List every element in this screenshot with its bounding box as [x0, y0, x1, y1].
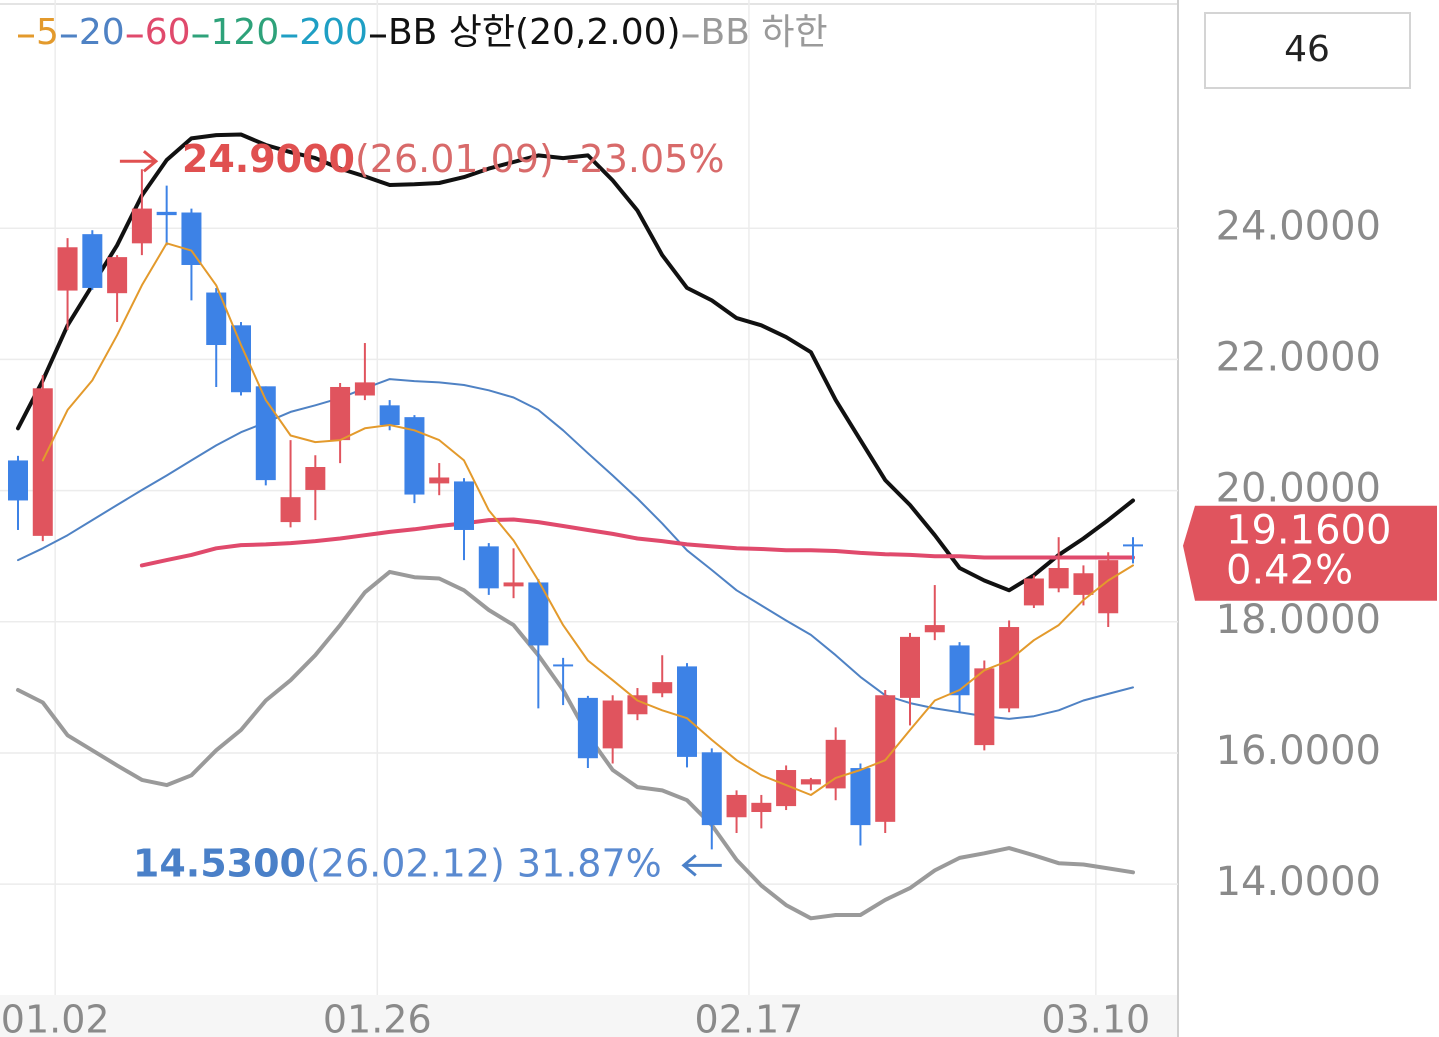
candle-body [1073, 573, 1094, 595]
y-tick-label: 18.0000 [1216, 597, 1381, 643]
candle-body [181, 212, 202, 265]
candle-body [206, 292, 227, 346]
candle-body [900, 636, 920, 698]
legend-label: 200 [299, 12, 368, 53]
candle-body [82, 234, 103, 288]
candle-body [404, 417, 425, 495]
line-series [139, 517, 1135, 568]
y-tick-label: 16.0000 [1216, 728, 1381, 774]
candle-body [776, 770, 797, 807]
candle-body [107, 257, 128, 294]
candle-body [974, 668, 995, 746]
candle-body [602, 700, 623, 749]
y-tick-label: 14.0000 [1216, 859, 1381, 905]
candle-body [751, 802, 772, 813]
candle-body [305, 467, 326, 490]
candle-body [553, 664, 574, 667]
legend: 5 20 60 120 200 BB 상한(20,2.00) BB 하한 [18, 12, 828, 53]
plot: 24.9000(26.01.09) -23.05% 14.5300(26.02.12… [8, 132, 1143, 921]
line-series [41, 242, 1134, 796]
legend-label: 20 [79, 12, 125, 53]
x-tick-label: 02.17 [695, 998, 804, 1037]
candle-body [652, 682, 673, 694]
candle-body [577, 697, 598, 759]
candle-body [32, 388, 53, 536]
line-series [16, 569, 1135, 921]
candle-body [677, 666, 697, 757]
candle-body [825, 739, 846, 789]
candle-body [255, 386, 276, 481]
high-change: -23.05% [566, 137, 725, 181]
candle-body [454, 481, 474, 530]
candle-body [850, 768, 871, 826]
last-price: 19.1600 [1226, 508, 1391, 554]
line-series [17, 378, 1134, 720]
candle-body [1098, 560, 1119, 614]
low-annotation: 14.5300(26.02.12) 31.87% [133, 841, 662, 885]
candle-body [131, 208, 152, 244]
candle-body [1123, 544, 1143, 547]
low-arrow [681, 854, 722, 877]
x-tick-label: 01.26 [323, 998, 432, 1037]
candle-body [1048, 568, 1069, 589]
candle-body [8, 460, 28, 501]
candle-body [875, 695, 896, 822]
candle-body [478, 546, 499, 589]
high-date: (26.01.09) [355, 137, 554, 181]
candle-body [999, 627, 1020, 709]
candle-body [800, 779, 821, 785]
candle-body [701, 752, 722, 826]
candle-body [231, 325, 251, 393]
legend-label: BB 하한 [701, 12, 828, 53]
grid [0, 0, 1178, 995]
legend-label: 120 [211, 12, 280, 53]
candle-body [949, 645, 970, 696]
candle-body [156, 211, 177, 216]
candle-body [726, 794, 747, 818]
candle-body [330, 386, 351, 441]
candle-body [57, 247, 78, 291]
candle-body [528, 582, 549, 646]
candle-body [379, 405, 400, 426]
x-tick-label: 03.10 [1041, 998, 1150, 1037]
y-tick-label: 22.0000 [1216, 334, 1381, 380]
low-label: 14.5300 [133, 841, 306, 885]
candle-body [429, 477, 450, 484]
y-tick-label: 20.0000 [1216, 466, 1381, 512]
last-change: 0.42% [1226, 548, 1353, 594]
low-change: 31.87% [517, 841, 662, 885]
x-tick-label: 01.02 [1, 998, 110, 1037]
x-axis-band [0, 995, 1178, 1037]
counter: 46 [1284, 29, 1330, 70]
high-arrow [119, 150, 159, 173]
candle-body [503, 582, 524, 587]
low-date: (26.02.12) [306, 841, 505, 885]
y-tick-label: 24.0000 [1216, 203, 1381, 249]
legend-label: 60 [145, 12, 191, 53]
counter-box [1204, 12, 1411, 89]
candle-body [627, 695, 648, 715]
high-annotation: 24.9000(26.01.09) -23.05% [182, 137, 725, 181]
legend-label: BB 상한(20,2.00) [388, 12, 681, 53]
last-price-tag [1183, 505, 1437, 601]
axis: 14.0000 16.0000 18.0000 20.0000 22.0000 24.00… [1, 203, 1437, 1037]
legend-label: 5 [36, 12, 59, 53]
high-label: 24.9000 [182, 137, 355, 181]
candle-body [354, 382, 375, 396]
candle-body [280, 497, 301, 523]
line-series [16, 132, 1135, 593]
candle-body [924, 625, 945, 633]
candle-body [1023, 578, 1044, 606]
